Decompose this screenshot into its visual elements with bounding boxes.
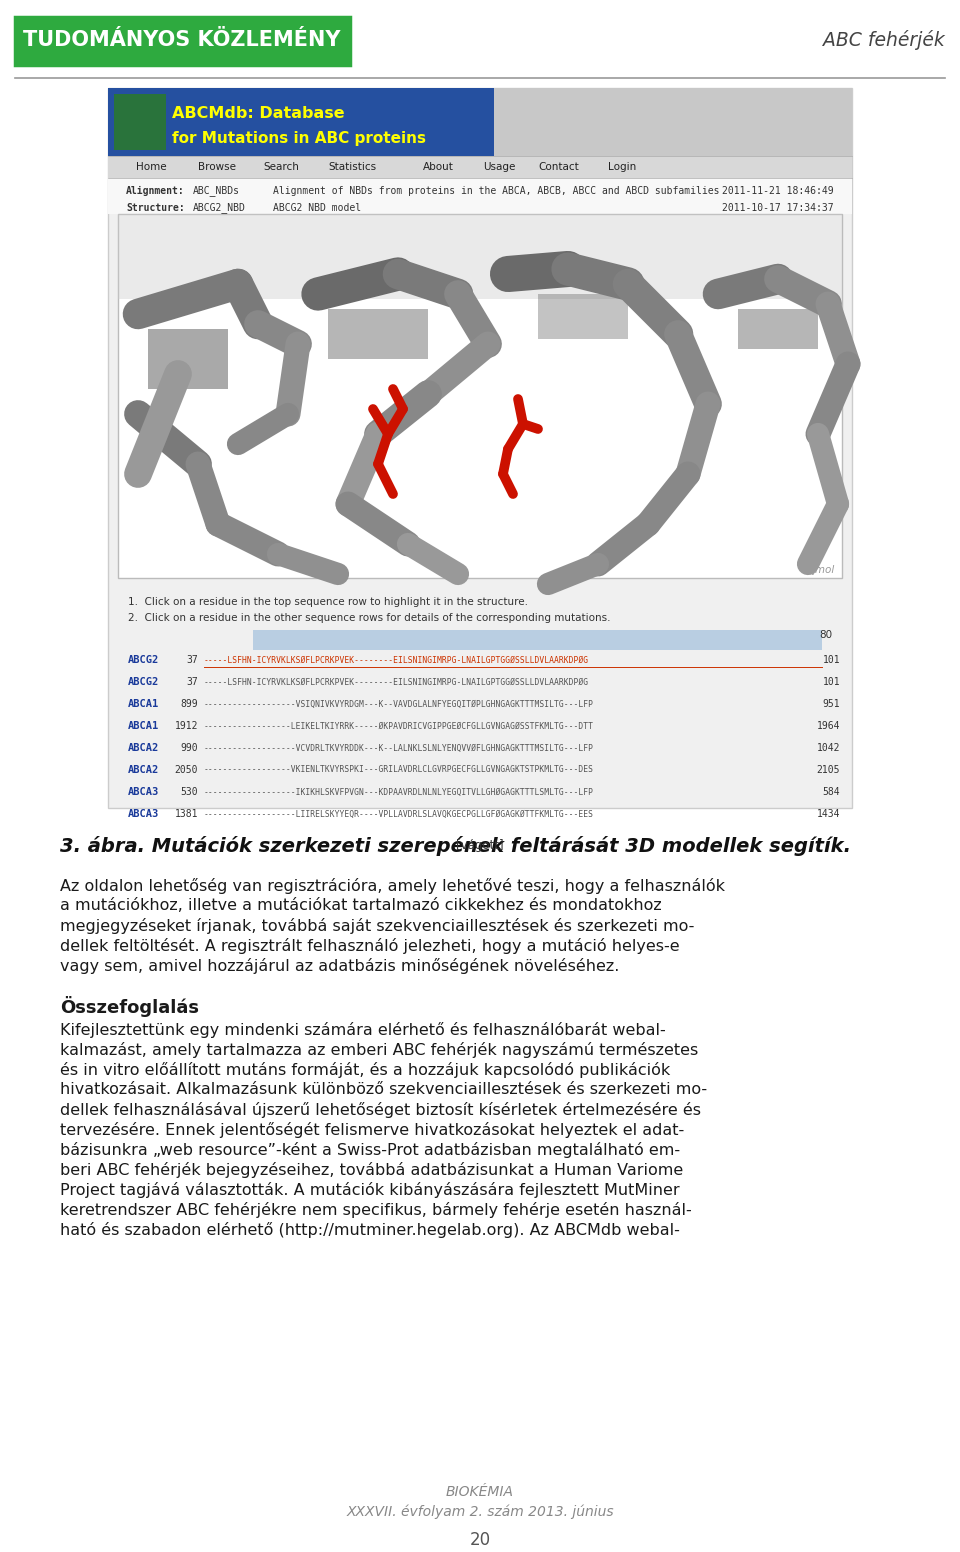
FancyBboxPatch shape (114, 95, 166, 151)
Text: BIOKÉMIA: BIOKÉMIA (446, 1485, 514, 1499)
Text: Összefoglalás: Összefoglalás (60, 996, 199, 1017)
Text: ABCMdb: Database: ABCMdb: Database (172, 107, 345, 121)
Text: Contact: Contact (538, 161, 579, 172)
FancyBboxPatch shape (15, 17, 350, 65)
Text: 37: 37 (186, 677, 198, 688)
Text: ABCA2: ABCA2 (128, 765, 159, 774)
Text: XXXVII. évfolyam 2. szám 2013. június: XXXVII. évfolyam 2. szám 2013. június (347, 1505, 613, 1519)
Text: 1912: 1912 (175, 722, 198, 731)
Text: ABCG2: ABCG2 (128, 677, 159, 688)
FancyBboxPatch shape (118, 214, 842, 577)
Text: 1434: 1434 (817, 809, 840, 819)
Text: ABCG2_NBD: ABCG2_NBD (193, 203, 246, 214)
Text: jmol: jmol (812, 565, 834, 574)
FancyBboxPatch shape (148, 329, 228, 390)
Text: 101: 101 (823, 677, 840, 688)
Text: dellek feltöltését. A regisztrált felhasználó jelezheti, hogy a mutáció helyes-e: dellek feltöltését. A regisztrált felhas… (60, 937, 680, 954)
Text: 530: 530 (180, 787, 198, 798)
Text: [vágott]: [vágott] (456, 840, 504, 852)
Text: dellek felhasználásával újszerű lehetőséget biztosít kísérletek értelmezésére és: dellek felhasználásával újszerű lehetősé… (60, 1102, 701, 1117)
Text: beri ABC fehérjék bejegyzéseihez, továbbá adatbázisunkat a Human Variome: beri ABC fehérjék bejegyzéseihez, tovább… (60, 1162, 684, 1178)
Text: ------------------LEIKELTKIYRRK-----ØKPAVDRICVGIPPGEØCFGLLGVNGAGØSSTFKMLTG---DTT: ------------------LEIKELTKIYRRK-----ØKPA… (204, 722, 594, 731)
Text: 951: 951 (823, 698, 840, 709)
Text: megjegyzéseket írjanak, továbbá saját szekvenciaillesztések és szerkezeti mo-: megjegyzéseket írjanak, továbbá saját sz… (60, 917, 694, 934)
Text: 2.  Click on a residue in the other sequence rows for details of the correspondi: 2. Click on a residue in the other seque… (128, 613, 611, 622)
Text: 37: 37 (186, 655, 198, 664)
Text: 80: 80 (819, 630, 832, 639)
Text: ABCA1: ABCA1 (128, 722, 159, 731)
Text: -----LSFHN-ICYRVKLKSØFLPCRKPVEK--------EILSNINGIMRPG-LNAILGPTGGØSSLLDVLAARKDPØG: -----LSFHN-ICYRVKLKSØFLPCRKPVEK--------E… (204, 655, 589, 664)
Text: Structure:: Structure: (126, 203, 184, 213)
Text: -------------------LIIRELSKYYEQR----VPLLAVDRLSLAVQKGECPGLLGFØGAGKØTTFKMLTG---EES: -------------------LIIRELSKYYEQR----VPLL… (204, 810, 594, 818)
Text: Home: Home (136, 161, 167, 172)
Text: 2050: 2050 (175, 765, 198, 774)
Text: Usage: Usage (483, 161, 516, 172)
Text: ABCA2: ABCA2 (128, 743, 159, 753)
Text: -------------------VSIQNIVKVYRDGM---K--VAVDGLALNFYEGQITØPLGHNGAGKTTTMSILTG---LFP: -------------------VSIQNIVKVYRDGM---K--V… (204, 700, 594, 709)
Text: Az oldalon lehetőség van regisztrációra, amely lehetővé teszi, hogy a felhasznál: Az oldalon lehetőség van regisztrációra,… (60, 878, 725, 894)
FancyBboxPatch shape (118, 214, 842, 300)
FancyBboxPatch shape (253, 630, 822, 650)
Text: tervezésére. Ennek jelentőségét felismerve hivatkozásokat helyeztek el adat-: tervezésére. Ennek jelentőségét felismer… (60, 1122, 684, 1138)
Text: vagy sem, amivel hozzájárul az adatbázis minőségének növeléséhez.: vagy sem, amivel hozzájárul az adatbázis… (60, 958, 619, 975)
Text: bázisunkra „web resource”-ként a Swiss-Prot adatbázisban megtalálható em-: bázisunkra „web resource”-ként a Swiss-P… (60, 1142, 680, 1158)
Text: ható és szabadon elérhető (http://mutminer.hegelab.org). Az ABCMdb webal-: ható és szabadon elérhető (http://mutmin… (60, 1221, 680, 1238)
Text: Kifejlesztettünk egy mindenki számára elérhető és felhasználóbarát webal-: Kifejlesztettünk egy mindenki számára el… (60, 1023, 665, 1038)
Text: About: About (423, 161, 454, 172)
Text: Project tagjává választották. A mutációk kibányászására fejlesztett MutMiner: Project tagjává választották. A mutációk… (60, 1183, 680, 1198)
Text: 2011-10-17 17:34:37: 2011-10-17 17:34:37 (722, 203, 834, 213)
FancyBboxPatch shape (108, 157, 852, 178)
Text: Statistics: Statistics (328, 161, 376, 172)
FancyBboxPatch shape (494, 88, 852, 157)
Text: ABC_NBDs: ABC_NBDs (193, 186, 240, 197)
FancyBboxPatch shape (108, 88, 494, 157)
Text: for Mutations in ABC proteins: for Mutations in ABC proteins (172, 130, 426, 146)
Text: 2105: 2105 (817, 765, 840, 774)
Text: Browse: Browse (198, 161, 236, 172)
Text: 101: 101 (823, 655, 840, 664)
Text: 3. ábra. Mutációk szerkezeti szerepének feltárását 3D modellek segítík.: 3. ábra. Mutációk szerkezeti szerepének … (60, 837, 851, 857)
Text: ABCA3: ABCA3 (128, 809, 159, 819)
Text: ABC fehérjék: ABC fehérjék (824, 29, 945, 50)
Text: -----LSFHN-ICYRVKLKSØFLPCRKPVEK--------EILSNINGIMRPG-LNAILGPTGGØSSLLDVLAARKDPØG: -----LSFHN-ICYRVKLKSØFLPCRKPVEK--------E… (204, 678, 589, 686)
FancyBboxPatch shape (538, 293, 628, 338)
Text: Alignment of NBDs from proteins in the ABCA, ABCB, ABCC and ABCD subfamilies: Alignment of NBDs from proteins in the A… (273, 186, 719, 196)
Text: -------------------VCVDRLTKVYRDDK---K--LALNKLSLNLYENQVVØFLGHNGAGKTTTMSILTG---LFP: -------------------VCVDRLTKVYRDDK---K--L… (204, 743, 594, 753)
Text: Login: Login (608, 161, 636, 172)
Text: 990: 990 (180, 743, 198, 753)
Text: kalmazást, amely tartalmazza az emberi ABC fehérjék nagyszámú természetes: kalmazást, amely tartalmazza az emberi A… (60, 1041, 698, 1058)
Text: ABCA1: ABCA1 (128, 698, 159, 709)
Text: Alignment:: Alignment: (126, 186, 184, 196)
Text: 1042: 1042 (817, 743, 840, 753)
Text: keretrendszer ABC fehérjékre nem specifikus, bármely fehérje esetén használ-: keretrendszer ABC fehérjékre nem specifi… (60, 1201, 692, 1218)
FancyBboxPatch shape (738, 309, 818, 349)
Text: ------------------VKIENLTKVYRSPKI---GRILAVDRLCLGVRPGECFGLLGVNGAGKTSTPKMLTG---DES: ------------------VKIENLTKVYRSPKI---GRIL… (204, 765, 594, 774)
Text: és in vitro előállított mutáns formáját, és a hozzájuk kapcsolódó publikációk: és in vitro előállított mutáns formáját,… (60, 1062, 670, 1079)
Text: ABCG2 NBD model: ABCG2 NBD model (273, 203, 361, 213)
Text: TUDOMÁNYOS KÖZLEMÉNY: TUDOMÁNYOS KÖZLEMÉNY (23, 29, 341, 50)
Text: 584: 584 (823, 787, 840, 798)
Text: 2011-11-21 18:46:49: 2011-11-21 18:46:49 (722, 186, 834, 196)
Text: a mutációkhoz, illetve a mutációkat tartalmazó cikkekhez és mondatokhoz: a mutációkhoz, illetve a mutációkat tart… (60, 899, 661, 913)
Text: 899: 899 (180, 698, 198, 709)
Text: ABCA3: ABCA3 (128, 787, 159, 798)
Text: 1964: 1964 (817, 722, 840, 731)
Text: -------------------IKIKHLSKVFPVGN---KDPAAVRDLNLNLYEGQITVLLGHØGAGKTTTLSMLTG---LFP: -------------------IKIKHLSKVFPVGN---KDPA… (204, 787, 594, 796)
Text: 20: 20 (469, 1530, 491, 1549)
Text: hivatkozásait. Alkalmazásunk különböző szekvenciaillesztések és szerkezeti mo-: hivatkozásait. Alkalmazásunk különböző s… (60, 1082, 708, 1097)
Text: 1.  Click on a residue in the top sequence row to highlight it in the structure.: 1. Click on a residue in the top sequenc… (128, 598, 528, 607)
FancyBboxPatch shape (108, 178, 852, 214)
Text: 1381: 1381 (175, 809, 198, 819)
Text: ABCG2: ABCG2 (128, 655, 159, 664)
FancyBboxPatch shape (328, 309, 428, 359)
Text: Search: Search (263, 161, 299, 172)
FancyBboxPatch shape (108, 88, 852, 809)
